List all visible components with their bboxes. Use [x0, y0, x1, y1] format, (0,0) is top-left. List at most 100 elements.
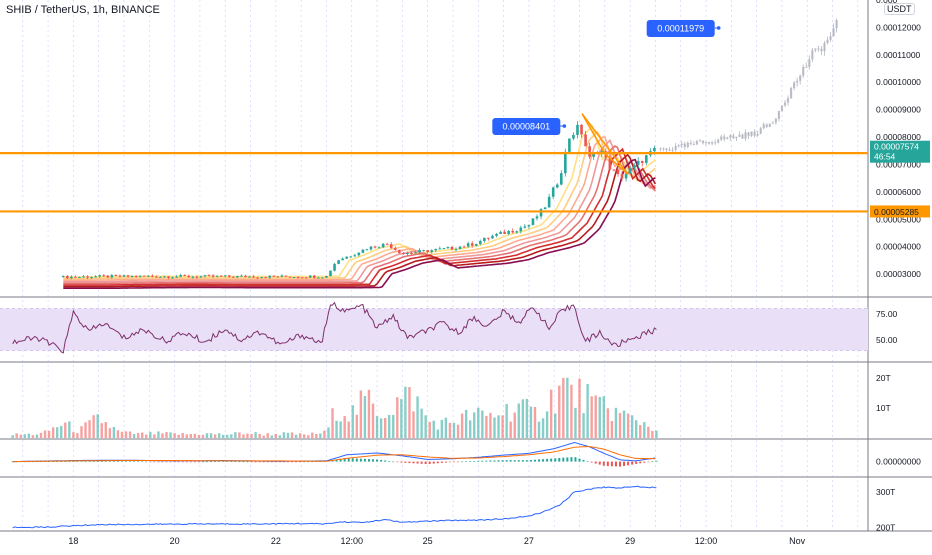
- volume-bar: [521, 399, 525, 438]
- candle-body: [175, 276, 178, 278]
- macd-histogram-bar: [529, 460, 532, 462]
- level-price-tag: [870, 205, 930, 218]
- candle-body: [304, 277, 308, 279]
- candle-body: [636, 160, 640, 165]
- macd-histogram-bar: [444, 461, 447, 463]
- macd-histogram-bar: [457, 461, 460, 463]
- macd-histogram-bar: [291, 461, 294, 463]
- projection-candle-body: [765, 124, 768, 127]
- candle-body: [264, 277, 268, 279]
- volume-bar: [513, 412, 516, 438]
- macd-histogram-bar: [533, 459, 536, 462]
- volume-bar: [643, 422, 646, 438]
- macd-histogram-bar: [586, 461, 589, 462]
- macd-histogram-bar: [181, 461, 184, 463]
- candle-body: [555, 184, 559, 188]
- volume-bar: [574, 407, 577, 438]
- macd-histogram-bar: [477, 460, 480, 462]
- macd-histogram-bar: [546, 458, 549, 462]
- candle-body: [527, 224, 531, 227]
- candle-body: [78, 276, 81, 278]
- price-tick-label: 0.00008000: [876, 132, 921, 142]
- projection-candle-body: [692, 144, 695, 146]
- macd-histogram-bar: [550, 458, 553, 462]
- volume-bar: [545, 411, 549, 438]
- candle-body: [349, 256, 353, 258]
- candle-body: [499, 231, 502, 234]
- volume-bar: [436, 429, 439, 438]
- candle-body: [442, 248, 446, 250]
- rsi-pane[interactable]: [0, 301, 868, 354]
- volume-bar: [68, 421, 71, 438]
- macd-histogram-bar: [376, 459, 379, 462]
- macd-histogram-bar: [149, 461, 152, 463]
- candle-body: [535, 216, 539, 219]
- volume-bar: [169, 432, 172, 438]
- candle-body: [134, 275, 138, 277]
- macd-histogram-bar: [104, 461, 107, 462]
- volume-bar: [19, 434, 22, 438]
- projection-candle-body: [695, 141, 699, 145]
- macd-histogram-bar: [68, 461, 71, 462]
- volume-bar: [177, 434, 180, 438]
- price-tick-label: 0.00003000: [876, 269, 921, 279]
- currency-badge[interactable]: USDT: [884, 3, 915, 15]
- annotations[interactable]: 0.000074120.000052850.0000757446:540.000…: [0, 19, 930, 218]
- candle-body: [102, 275, 106, 277]
- volume-bar: [234, 432, 237, 438]
- obv-pane[interactable]: [12, 485, 657, 529]
- price-axis[interactable]: 0.00003000 0.00004000 0.00005000 0.00006000…: [876, 0, 921, 532]
- projection-candle-body: [698, 140, 702, 142]
- volume-bar: [132, 434, 136, 438]
- macd-histogram-bar: [185, 461, 188, 463]
- projection-candle-body: [707, 141, 711, 144]
- macd-histogram-bar: [465, 461, 468, 462]
- volume-bar: [47, 430, 51, 438]
- volume-bar: [76, 433, 79, 438]
- macd-histogram-bar: [274, 461, 277, 463]
- symbol-title[interactable]: SHIB / TetherUS, 1h, BINANCE: [6, 4, 160, 16]
- candle-body: [215, 275, 219, 277]
- projection-candle-body: [683, 143, 686, 147]
- candle-body: [74, 276, 77, 278]
- candle-body: [414, 252, 417, 254]
- candle-body: [539, 209, 543, 217]
- rsi-line: [12, 301, 657, 354]
- candle-body: [572, 134, 575, 139]
- volume-bar: [444, 417, 448, 438]
- projection-candle-body: [732, 135, 735, 139]
- volume-bar: [181, 433, 184, 438]
- volume-pane[interactable]: [11, 377, 658, 438]
- candle-body: [422, 250, 425, 252]
- candle-body: [620, 173, 624, 179]
- macd-histogram-bar: [578, 458, 581, 462]
- volume-bar: [246, 433, 249, 438]
- candle-body: [653, 147, 656, 152]
- candle-body: [353, 255, 357, 257]
- candle-body: [126, 275, 130, 277]
- volume-bar: [493, 417, 496, 438]
- macd-histogram-bar: [594, 461, 597, 464]
- volume-bar: [558, 385, 561, 438]
- projection-candle-body: [704, 141, 708, 144]
- volume-bar: [311, 432, 314, 438]
- candle-body: [341, 258, 344, 261]
- price-tick-label: 0.00004000: [876, 242, 921, 252]
- rsi-tick-label: 50.00: [876, 335, 898, 345]
- volume-bar: [501, 415, 504, 438]
- macd-histogram-bar: [145, 461, 148, 463]
- volume-bar: [298, 433, 302, 438]
- candle-body: [151, 275, 154, 277]
- volume-bar: [23, 434, 26, 438]
- price-pane[interactable]: [61, 18, 838, 289]
- candle-body: [86, 276, 89, 278]
- time-axis[interactable]: 18 20 22 12:00 25 27 29 12:00 Nov: [68, 536, 805, 546]
- projection-candle-body: [747, 132, 750, 136]
- volume-bar: [359, 390, 363, 438]
- volume-bar: [602, 396, 606, 438]
- macd-pane[interactable]: [11, 441, 658, 467]
- candle-body: [244, 275, 247, 278]
- volume-bar: [351, 405, 354, 438]
- ema-ribbon-line: [63, 130, 656, 280]
